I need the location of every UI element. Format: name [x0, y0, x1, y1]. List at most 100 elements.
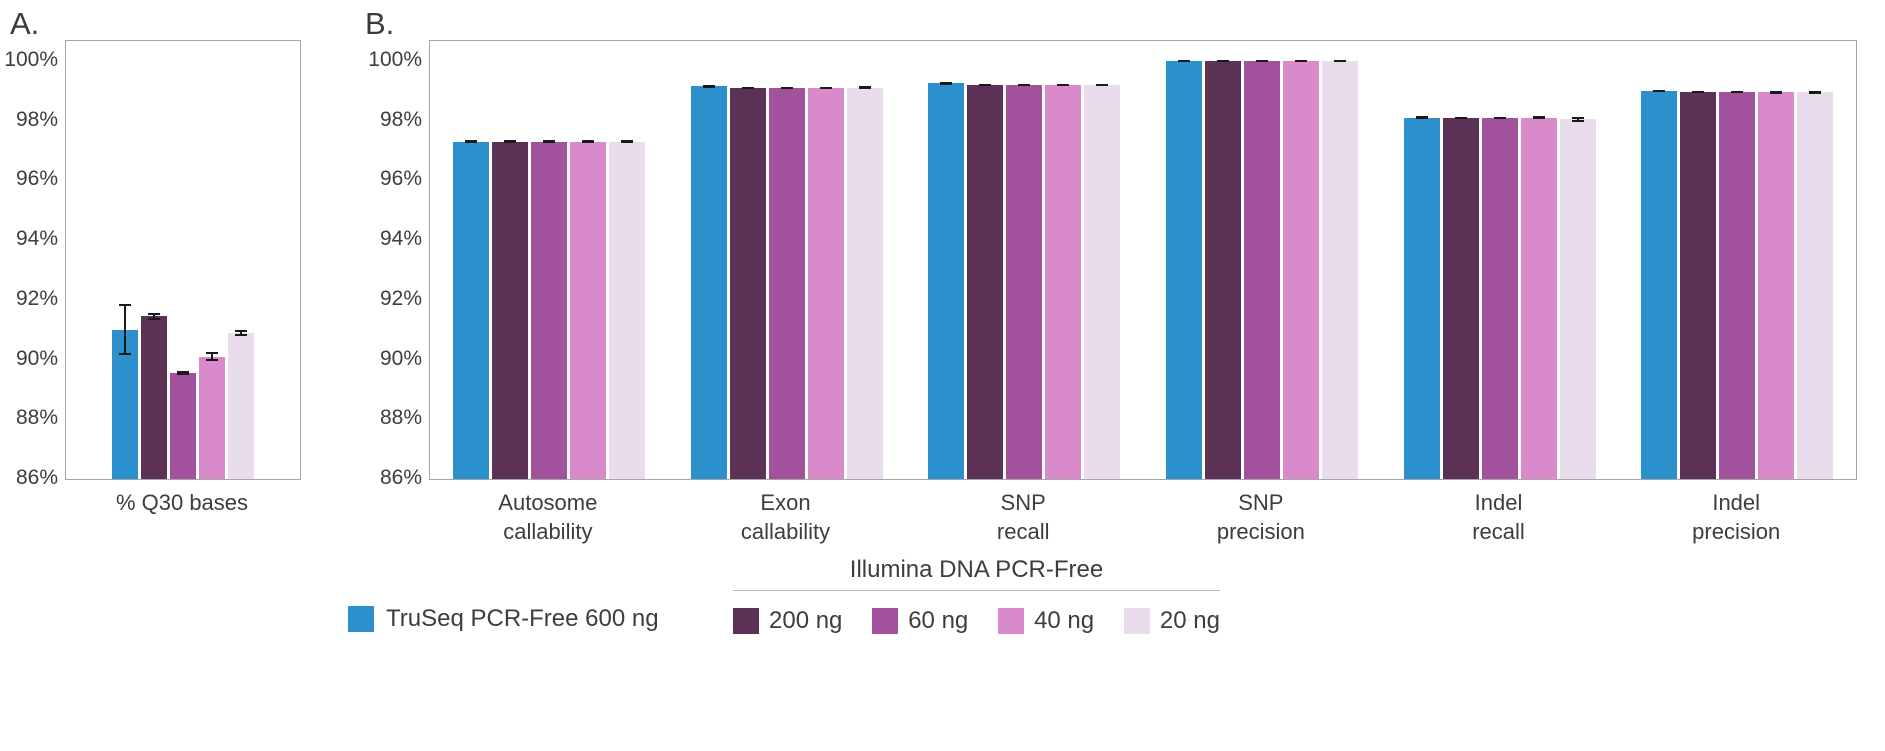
error-bar: [1333, 60, 1346, 62]
bar-group: [1381, 41, 1619, 479]
error-bar: [702, 85, 715, 88]
legend-item-60ng: 60 ng: [872, 607, 968, 635]
y-tick-label: 90%: [379, 346, 422, 370]
error-bar: [464, 140, 477, 144]
bar-40-ng: [1758, 91, 1795, 479]
error-bar: [1731, 91, 1744, 94]
y-tick-label: 96%: [15, 167, 58, 191]
bar-40-ng: [569, 140, 606, 479]
error-bar: [741, 86, 754, 89]
y-tick-label: 100%: [4, 48, 58, 71]
error-bar: [1415, 116, 1428, 120]
y-tick-label: 96%: [379, 167, 422, 191]
error-bar: [979, 83, 992, 86]
y-tick-label: 94%: [15, 227, 58, 251]
bar-20-ng: [608, 139, 645, 479]
category-label: SNP precision: [1216, 490, 1305, 544]
bar-truseq-pcr-free-600-ng: [1641, 89, 1678, 479]
error-bar: [1018, 83, 1031, 86]
bar-20-ng: [1559, 116, 1596, 479]
y-tick-label: 86%: [15, 466, 58, 489]
error-bar: [1770, 91, 1783, 94]
error-bar: [503, 140, 516, 143]
error-bar: [581, 140, 594, 144]
bar-truseq-pcr-free-600-ng: [1403, 116, 1440, 479]
bar-200-ng: [1442, 116, 1479, 479]
legend-label-40ng: 40 ng: [1034, 607, 1095, 634]
legend-swatch-truseq: [348, 606, 374, 632]
bar-20-ng: [1797, 90, 1834, 479]
bar-200-ng: [491, 140, 528, 479]
error-bar: [1809, 90, 1822, 94]
category-label: Exon callability: [740, 490, 831, 544]
bar-60-ng: [1243, 60, 1280, 479]
legend-swatch-40ng: [998, 608, 1025, 634]
bar-60-ng: [530, 140, 567, 479]
error-bar: [858, 86, 871, 90]
y-tick-label: 86%: [379, 466, 422, 489]
error-bar: [1177, 60, 1190, 62]
y-tick-label: 92%: [379, 286, 422, 310]
legend-item-200ng: 200 ng: [733, 607, 842, 635]
bar-truseq-pcr-free-600-ng: [112, 304, 138, 479]
legend-item-40ng: 40 ng: [998, 607, 1094, 635]
error-bar: [819, 86, 832, 90]
error-bar: [620, 139, 633, 144]
legend-group-illumina: Illumina DNA PCR-Free 200 ng 60 ng 40 ng…: [733, 556, 1220, 635]
legend-group-title: Illumina DNA PCR-Free: [849, 556, 1104, 583]
bar-20-ng: [1084, 83, 1121, 479]
error-bar: [1294, 60, 1307, 62]
category-label: SNP recall: [996, 490, 1050, 544]
bar-60-ng: [1006, 83, 1043, 479]
bar-truseq-pcr-free-600-ng: [1165, 60, 1202, 479]
bar-60-ng: [1719, 91, 1756, 479]
legend-label-truseq: TruSeq PCR-Free 600 ng: [386, 605, 659, 632]
y-tick-label: 90%: [15, 346, 58, 370]
plot-area-b: [429, 40, 1857, 480]
error-bar: [119, 304, 131, 356]
bar-group: [668, 41, 906, 479]
y-tick-label: 98%: [379, 107, 422, 131]
error-bar: [1454, 116, 1467, 119]
bar-40-ng: [199, 352, 225, 479]
error-bar: [1532, 116, 1545, 120]
bar-20-ng: [1321, 60, 1358, 479]
panel-a-label: A.: [10, 6, 40, 41]
bar-40-ng: [1520, 116, 1557, 479]
bar-40-ng: [1045, 83, 1082, 479]
error-bar: [780, 86, 793, 89]
category-label: Autosome callability: [498, 490, 598, 544]
x-axis-labels-a: % Q30 bases: [65, 488, 299, 517]
error-bar: [1216, 60, 1229, 62]
bar-group: [905, 41, 1143, 479]
bar-truseq-pcr-free-600-ng: [690, 85, 727, 479]
error-bar: [940, 82, 953, 85]
y-tick-label: 92%: [15, 286, 58, 310]
error-bar: [1571, 116, 1584, 122]
legend-swatch-200ng: [733, 608, 759, 634]
bar-200-ng: [141, 312, 167, 479]
bar-group: [1143, 41, 1381, 479]
legend-label-60ng: 60 ng: [908, 607, 969, 634]
y-tick-label: 100%: [368, 48, 422, 71]
bar-20-ng: [846, 86, 883, 479]
legend-swatch-20ng: [1123, 608, 1150, 634]
bar-200-ng: [1204, 60, 1241, 479]
error-bar: [148, 312, 160, 320]
bar-group: [430, 41, 668, 479]
legend-group-items: 200 ng 60 ng 40 ng 20 ng: [733, 607, 1220, 635]
x-axis-labels-b: Autosome callability Exon callability SNP …: [429, 488, 1855, 546]
y-axis-b: 86% 88% 90% 92% 94% 96% 98% 100%: [368, 40, 426, 489]
legend-label-200ng: 200 ng: [769, 607, 843, 634]
bar-truseq-pcr-free-600-ng: [928, 82, 965, 479]
error-bar: [177, 371, 189, 375]
panel-b-label: B.: [365, 6, 395, 41]
bar-truseq-pcr-free-600-ng: [452, 140, 489, 479]
category-label: Indel precision: [1692, 490, 1781, 544]
error-bar: [235, 329, 247, 336]
y-tick-label: 94%: [379, 227, 422, 251]
error-bar: [1653, 89, 1666, 93]
y-tick-label: 88%: [379, 406, 422, 430]
legend-item-truseq: TruSeq PCR-Free 600 ng: [348, 605, 659, 633]
